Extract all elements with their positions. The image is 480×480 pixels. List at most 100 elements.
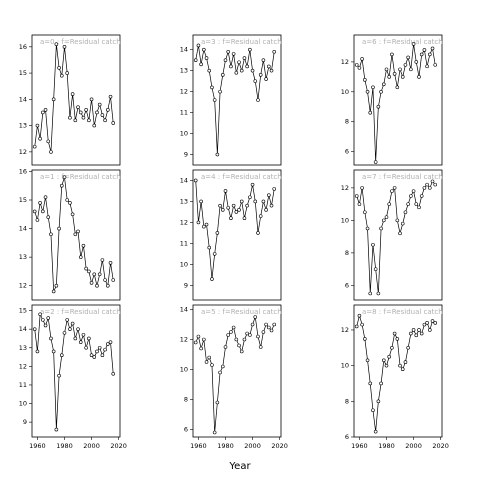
data-point <box>425 64 429 69</box>
data-point <box>210 85 214 90</box>
data-point <box>384 215 389 219</box>
data-point <box>242 337 247 342</box>
data-point <box>234 210 239 214</box>
x-tick-label: 2020 <box>110 442 127 450</box>
data-point <box>433 182 438 187</box>
data-point <box>428 186 432 190</box>
strip-label: a=0 : f=Residual catch <box>40 38 121 46</box>
data-point <box>354 63 359 67</box>
y-tick-label: 6 <box>184 426 188 434</box>
data-point <box>395 85 400 90</box>
data-point <box>409 331 413 336</box>
y-tick-label: 8 <box>345 397 349 405</box>
y-tick-label: 10 <box>341 362 349 370</box>
data-point <box>108 261 113 265</box>
data-point <box>68 201 72 205</box>
data-point <box>430 46 435 51</box>
data-point <box>73 336 78 341</box>
x-tick-label: 2000 <box>405 442 422 450</box>
data-point <box>54 427 59 432</box>
data-point <box>54 42 59 46</box>
data-point <box>272 187 277 191</box>
data-point <box>207 355 212 360</box>
series-line <box>34 177 114 292</box>
data-point <box>81 243 86 248</box>
y-tick-label: 12 <box>341 184 349 192</box>
data-point <box>207 245 212 250</box>
data-point <box>363 210 367 215</box>
data-point <box>357 66 362 70</box>
data-point <box>406 55 410 60</box>
data-point <box>373 267 378 271</box>
data-point <box>62 175 67 179</box>
data-point <box>363 78 367 82</box>
data-point <box>406 346 410 350</box>
data-point <box>269 328 274 333</box>
data-point <box>354 194 359 198</box>
data-point <box>57 66 61 70</box>
data-point <box>215 152 220 157</box>
data-point <box>371 408 375 413</box>
data-point <box>387 75 392 79</box>
data-point <box>231 325 236 330</box>
data-point <box>95 349 99 354</box>
y-tick-label: 10 <box>341 88 349 96</box>
y-tick-label: 9 <box>184 151 188 159</box>
data-point <box>264 208 268 212</box>
y-tick-label: 15 <box>19 196 27 204</box>
data-point <box>57 226 61 231</box>
data-point <box>223 189 228 193</box>
data-point <box>433 63 438 67</box>
panel-frame <box>353 304 443 438</box>
data-point <box>76 229 80 234</box>
y-tick-label: 12 <box>19 362 27 370</box>
data-point <box>106 342 110 346</box>
data-point <box>100 258 105 262</box>
data-point <box>32 209 37 214</box>
panel-frame <box>31 304 121 438</box>
y-tick-label: 6 <box>345 433 349 441</box>
data-point <box>231 52 236 56</box>
data-point <box>81 115 86 120</box>
data-point <box>97 345 102 350</box>
data-point <box>417 328 421 332</box>
data-point <box>87 269 91 274</box>
data-point <box>89 281 94 285</box>
x-tick-label: 1960 <box>29 442 46 450</box>
data-point <box>242 216 247 221</box>
data-point <box>210 277 214 281</box>
data-point <box>403 210 408 215</box>
panel-frame <box>31 169 121 301</box>
data-point <box>430 319 435 323</box>
data-point <box>103 347 107 352</box>
data-point <box>381 82 386 87</box>
panel-frame <box>192 304 282 438</box>
data-point <box>398 67 402 72</box>
strip-label: a=3 : f=Residual catch <box>201 38 282 46</box>
data-point <box>379 381 383 386</box>
data-point <box>395 218 400 223</box>
data-point <box>78 340 83 344</box>
data-point <box>92 272 97 277</box>
data-point <box>248 333 252 337</box>
data-point <box>84 266 88 271</box>
data-point <box>365 226 370 231</box>
data-point <box>70 212 75 217</box>
data-point <box>226 333 230 337</box>
data-point <box>218 370 222 375</box>
data-point <box>95 283 99 288</box>
data-point <box>70 92 75 96</box>
data-point <box>422 186 427 190</box>
data-point <box>379 89 383 94</box>
y-tick-label: 10 <box>19 400 27 408</box>
y-tick-label: 13 <box>19 253 27 261</box>
data-point <box>250 322 255 327</box>
data-point <box>223 58 228 62</box>
data-point <box>390 52 394 57</box>
series-line <box>34 312 114 430</box>
data-point <box>376 104 381 109</box>
data-point <box>365 89 370 94</box>
data-point <box>239 349 244 354</box>
data-point <box>365 358 370 363</box>
